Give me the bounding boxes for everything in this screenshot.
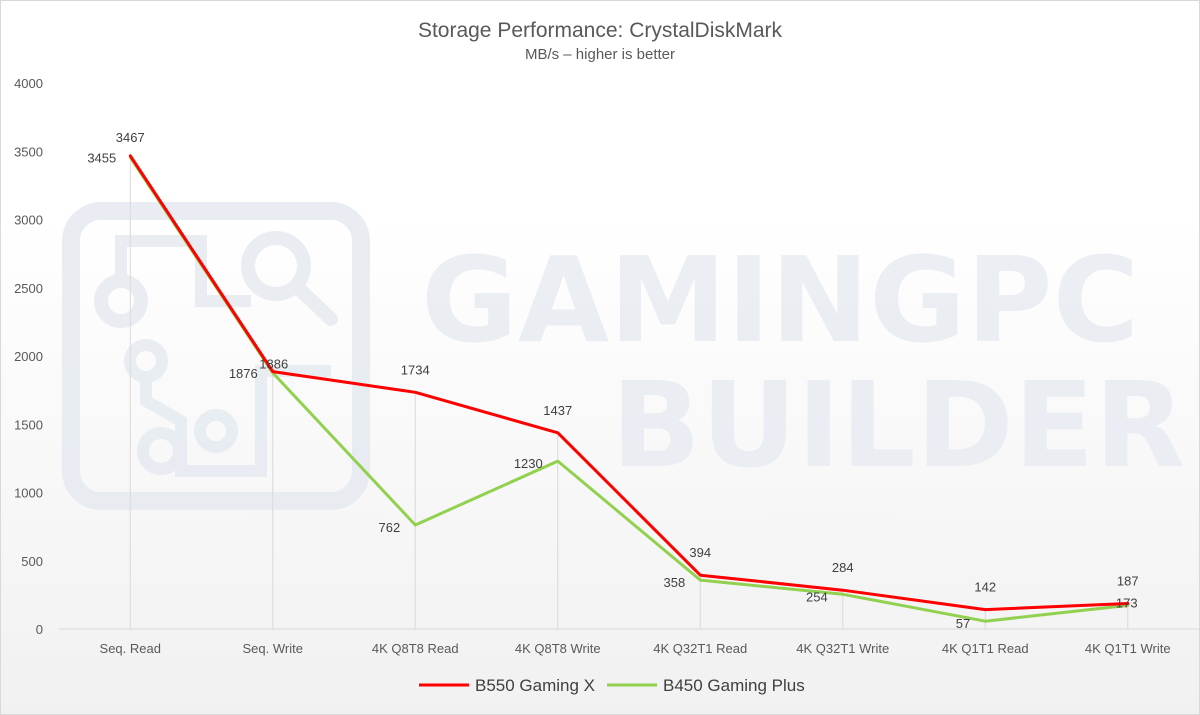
- data-label-b550: 142: [974, 580, 996, 595]
- y-tick-label: 500: [21, 554, 43, 569]
- x-tick-label: 4K Q1T1 Read: [942, 641, 1029, 656]
- data-label-b450: 57: [956, 616, 970, 631]
- data-label-b550: 1734: [401, 362, 430, 377]
- y-tick-label: 2500: [14, 281, 43, 296]
- series-lines: [128, 154, 1130, 623]
- x-tick-label: Seq. Read: [100, 641, 161, 656]
- data-label-b450: 3455: [87, 150, 116, 165]
- y-axis: 0 500 1000 1500 2000 2500 3000 3500 4000: [14, 76, 43, 637]
- y-tick-label: 0: [36, 622, 43, 637]
- x-tick-label: 4K Q1T1 Write: [1085, 641, 1171, 656]
- data-label-b450: 1876: [229, 366, 258, 381]
- data-label-b550: 187: [1117, 573, 1139, 588]
- series-line-b550: [128, 154, 1130, 612]
- category-grid-lines: [129, 155, 1129, 629]
- y-tick-label: 3000: [14, 213, 43, 228]
- data-label-b550: 1886: [259, 357, 288, 372]
- x-tick-label: 4K Q8T8 Write: [515, 641, 601, 656]
- y-tick-label: 4000: [14, 76, 43, 91]
- x-tick-label: 4K Q32T1 Read: [653, 641, 747, 656]
- watermark-logo: GAMINGPC BUILDER: [62, 202, 1185, 510]
- x-axis: Seq. Read Seq. Write 4K Q8T8 Read 4K Q8T8 W…: [59, 628, 1199, 656]
- data-label-b550: 394: [689, 545, 711, 560]
- x-tick-label: Seq. Write: [243, 641, 303, 656]
- data-label-b450: 173: [1116, 595, 1138, 610]
- data-label-b550: 3467: [116, 130, 145, 145]
- chart-subtitle: MB/s – higher is better: [525, 46, 675, 63]
- x-tick-label: 4K Q8T8 Read: [372, 641, 459, 656]
- data-label-b450: 1230: [514, 456, 543, 471]
- x-tick-label: 4K Q32T1 Write: [796, 641, 889, 656]
- y-tick-label: 1000: [14, 486, 43, 501]
- legend-label-b550: B550 Gaming X: [475, 676, 595, 695]
- data-label-b550: 1437: [543, 403, 572, 418]
- y-tick-label: 3500: [14, 144, 43, 159]
- watermark-text-line1: GAMINGPC: [421, 231, 1139, 369]
- data-label-b450: 762: [379, 520, 401, 535]
- y-tick-label: 2000: [14, 349, 43, 364]
- chart-title: Storage Performance: CrystalDiskMark: [418, 19, 783, 42]
- y-tick-label: 1500: [14, 417, 43, 432]
- legend-label-b450: B450 Gaming Plus: [663, 676, 805, 695]
- legend: B550 Gaming X B450 Gaming Plus: [419, 676, 805, 695]
- data-label-b450: 254: [806, 589, 828, 604]
- data-label-b450: 358: [664, 575, 686, 590]
- data-label-b550: 284: [832, 560, 854, 575]
- watermark-text-line2: BUILDER: [611, 356, 1185, 494]
- series-line-b450: [128, 155, 1130, 623]
